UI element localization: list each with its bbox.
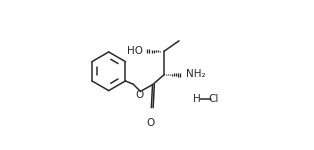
Text: O: O [136, 90, 144, 100]
Text: NH₂: NH₂ [186, 69, 206, 79]
Text: Cl: Cl [208, 94, 219, 104]
Text: O: O [147, 118, 155, 128]
Text: HO: HO [127, 46, 143, 56]
Text: H: H [193, 94, 201, 104]
